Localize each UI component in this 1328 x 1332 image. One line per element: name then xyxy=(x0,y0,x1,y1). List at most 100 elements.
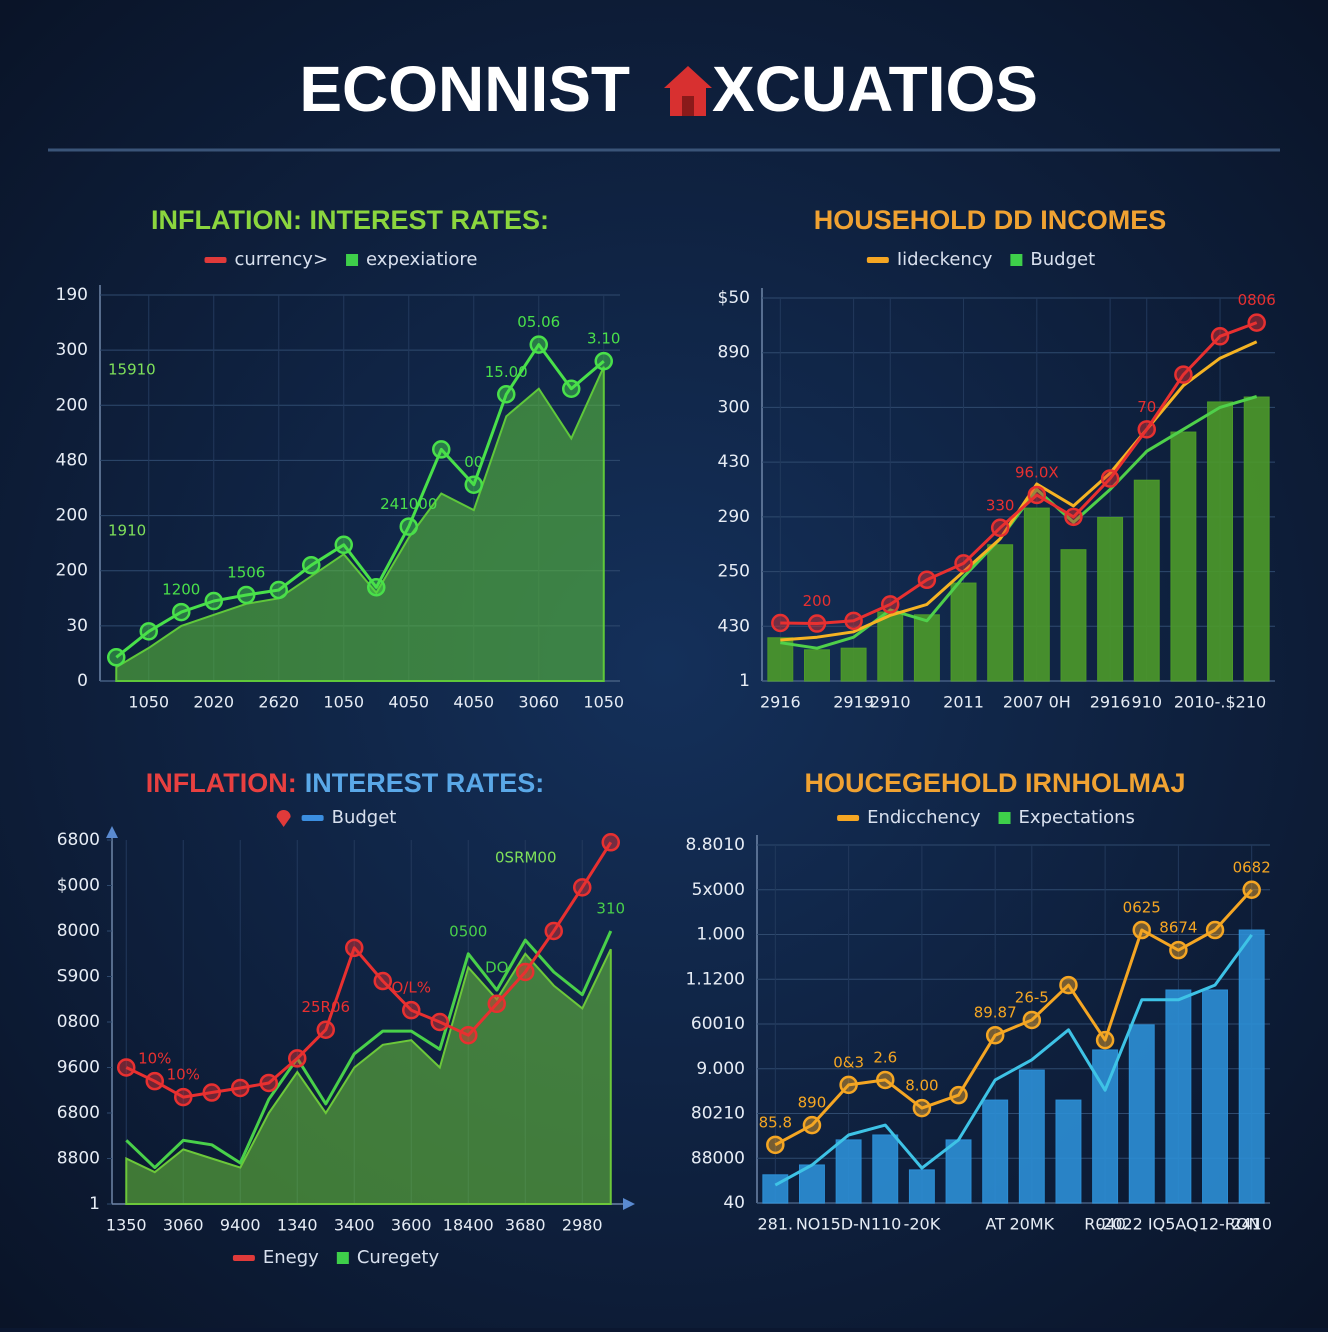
legend-label: Iideckency xyxy=(897,249,993,270)
axis-arrow xyxy=(623,1198,635,1210)
marker xyxy=(1242,880,1261,899)
x-tick-label: 2910 xyxy=(870,693,911,712)
point-label: 05.06 xyxy=(517,313,560,331)
y-tick-label: 200 xyxy=(56,561,88,581)
chart-title: HOUSEHOLD DD INCOMES xyxy=(814,205,1167,235)
y-tick-label: 430 xyxy=(718,452,750,472)
marker xyxy=(516,962,535,982)
legend-label: Budget xyxy=(1030,249,1095,270)
marker xyxy=(1059,975,1078,995)
marker xyxy=(1027,485,1047,505)
point-label: 1200 xyxy=(162,581,200,599)
x-tick-label: 2916 xyxy=(1090,693,1131,712)
legend-swatch xyxy=(1010,254,1023,266)
point-label: 15.00 xyxy=(485,363,528,381)
marker xyxy=(117,1058,136,1077)
x-tick-label: 3600 xyxy=(391,1216,432,1235)
marker xyxy=(1100,469,1120,488)
y-tick-label: 60010 xyxy=(691,1014,745,1034)
bar xyxy=(1133,479,1160,682)
legend: Enegy Curegety xyxy=(232,1247,439,1268)
bar xyxy=(872,1134,899,1204)
annotation: 0SRM00 xyxy=(495,849,557,867)
x-tick-label: 18400 xyxy=(443,1216,494,1235)
y-tick-label: 290 xyxy=(718,507,750,527)
bar xyxy=(1243,396,1270,682)
legend-swatch xyxy=(204,257,227,263)
page-title-right: XCUATIOS xyxy=(712,53,1038,125)
point-label: 10% xyxy=(138,1050,171,1068)
marker xyxy=(174,1087,193,1107)
x-tick-label: R040 xyxy=(1084,1215,1126,1234)
y-tick-label: 80210 xyxy=(691,1104,745,1124)
y-tick-label: 250 xyxy=(718,562,750,582)
legend-swatch xyxy=(232,1255,255,1261)
marker xyxy=(990,518,1010,538)
marker xyxy=(231,1078,250,1098)
marker xyxy=(807,614,827,633)
marker xyxy=(334,535,353,555)
x-tick-label: 3680 xyxy=(505,1216,546,1235)
point-label: O/L% xyxy=(392,979,431,997)
bar xyxy=(982,1099,1009,1204)
x-tick-label: 1050 xyxy=(583,693,624,712)
point-label: 0682 xyxy=(1233,858,1271,876)
bar xyxy=(908,1169,935,1204)
marker xyxy=(601,833,620,852)
line xyxy=(780,395,1258,650)
point-label: 330 xyxy=(986,496,1015,514)
marker xyxy=(573,878,592,897)
y-tick-label: 890 xyxy=(718,343,750,363)
marker xyxy=(1132,920,1151,940)
x-tick-label: 2011 xyxy=(943,693,984,712)
point-label: 3.10 xyxy=(587,330,620,348)
marker xyxy=(844,611,863,631)
point-label: 890 xyxy=(798,1094,827,1112)
bar xyxy=(1018,1069,1045,1204)
legend-swatch xyxy=(866,257,889,263)
marker xyxy=(345,938,364,958)
marker xyxy=(881,595,900,614)
y-tick-label: 9.000 xyxy=(696,1059,745,1079)
marker xyxy=(288,1049,307,1068)
marker xyxy=(202,1083,221,1102)
bar xyxy=(1128,1024,1155,1204)
bar xyxy=(987,544,1014,682)
marker xyxy=(172,602,191,622)
x-tick-label: 1350 xyxy=(106,1216,147,1235)
marker xyxy=(399,517,418,536)
bar xyxy=(840,647,867,682)
marker xyxy=(917,570,937,590)
marker xyxy=(1022,1010,1042,1030)
chart-title: INFLATION: INTEREST RATES: xyxy=(151,205,549,235)
marker xyxy=(766,1135,785,1155)
marker xyxy=(269,580,288,600)
annotation: 1910 xyxy=(108,522,146,540)
legend-swatch xyxy=(276,810,291,827)
point-label: 8.00 xyxy=(905,1077,938,1095)
y-tick-label: 300 xyxy=(718,397,750,417)
chart-title: HOUCEGEHOLD IRNHOLMAJ xyxy=(804,768,1185,798)
marker xyxy=(487,994,506,1014)
y-tick-label: 30 xyxy=(66,616,88,636)
marker xyxy=(529,335,548,354)
marker xyxy=(430,1012,449,1032)
point-label: 10% xyxy=(167,1066,200,1084)
line xyxy=(115,343,605,659)
marker xyxy=(1247,313,1266,332)
point-label: DO xyxy=(485,959,508,977)
marker xyxy=(912,1098,932,1118)
x-tick-label: AT xyxy=(985,1215,1005,1234)
y-tick-label: 6800 xyxy=(57,1103,100,1123)
legend-label: expexiatiore xyxy=(366,249,477,270)
bar xyxy=(1165,989,1192,1204)
y-tick-label: 300 xyxy=(56,340,88,360)
bar xyxy=(1092,1049,1119,1204)
marker xyxy=(771,613,790,633)
line xyxy=(780,321,1258,625)
y-tick-label: 6800 xyxy=(57,830,100,850)
marker xyxy=(145,1071,164,1091)
bar xyxy=(1097,516,1124,682)
point-label: 0806 xyxy=(1238,291,1276,309)
